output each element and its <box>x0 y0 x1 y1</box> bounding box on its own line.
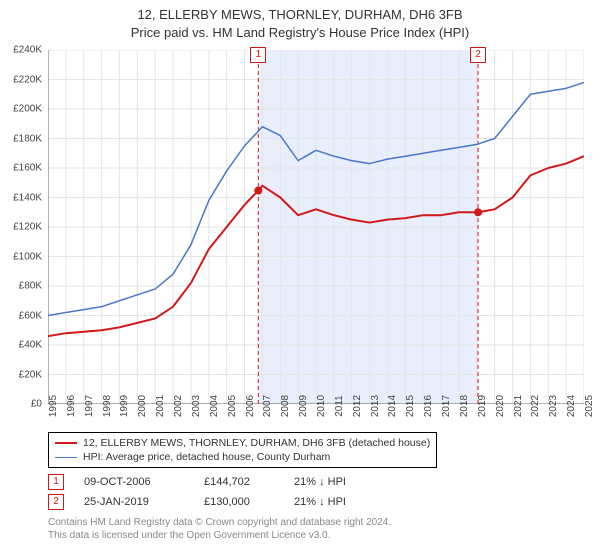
x-tick-label: 1997 <box>84 395 95 417</box>
chart-area: £0£20K£40K£60K£80K£100K£120K£140K£160K£1… <box>48 50 584 404</box>
y-tick-label: £140K <box>0 192 42 203</box>
legend-swatch-hpi <box>55 457 77 458</box>
x-tick-label: 2005 <box>227 395 238 417</box>
x-tick-label: 2013 <box>370 395 381 417</box>
x-tick-label: 2023 <box>548 395 559 417</box>
x-tick-label: 2017 <box>441 395 452 417</box>
x-tick-label: 2025 <box>584 395 595 417</box>
sales-delta: 21% ↓ HPI <box>294 476 394 488</box>
sales-price: £130,000 <box>204 496 274 508</box>
sales-row: 2 25-JAN-2019 £130,000 21% ↓ HPI <box>48 492 394 512</box>
x-tick-label: 2007 <box>262 395 273 417</box>
y-tick-label: £60K <box>0 310 42 321</box>
x-tick-label: 1999 <box>119 395 130 417</box>
y-tick-label: £220K <box>0 74 42 85</box>
y-tick-label: £20K <box>0 369 42 380</box>
chart-svg <box>48 50 584 404</box>
title-line-2: Price paid vs. HM Land Registry's House … <box>0 24 600 42</box>
x-tick-label: 2000 <box>137 395 148 417</box>
y-tick-label: £40K <box>0 340 42 351</box>
y-tick-label: £0 <box>0 399 42 410</box>
x-tick-label: 2020 <box>495 395 506 417</box>
x-tick-label: 1995 <box>48 395 59 417</box>
sale-marker-box: 1 <box>48 474 64 490</box>
title-block: 12, ELLERBY MEWS, THORNLEY, DURHAM, DH6 … <box>0 0 600 41</box>
x-tick-label: 2006 <box>245 395 256 417</box>
y-tick-label: £180K <box>0 133 42 144</box>
legend-swatch-price-paid <box>55 442 77 444</box>
x-tick-label: 2018 <box>459 395 470 417</box>
x-tick-label: 2019 <box>477 395 488 417</box>
legend-label-price-paid: 12, ELLERBY MEWS, THORNLEY, DURHAM, DH6 … <box>83 436 430 450</box>
sales-price: £144,702 <box>204 476 274 488</box>
x-tick-label: 2008 <box>280 395 291 417</box>
x-tick-label: 2024 <box>566 395 577 417</box>
sales-table: 1 09-OCT-2006 £144,702 21% ↓ HPI 2 25-JAN-201… <box>48 472 394 512</box>
sales-row: 1 09-OCT-2006 £144,702 21% ↓ HPI <box>48 472 394 492</box>
x-tick-label: 2003 <box>191 395 202 417</box>
sales-date: 09-OCT-2006 <box>84 476 184 488</box>
x-tick-label: 1996 <box>66 395 77 417</box>
x-tick-label: 2015 <box>405 395 416 417</box>
footer-line-1: Contains HM Land Registry data © Crown c… <box>48 516 391 529</box>
y-tick-label: £120K <box>0 222 42 233</box>
footer: Contains HM Land Registry data © Crown c… <box>48 516 391 542</box>
x-tick-label: 2010 <box>316 395 327 417</box>
sale-marker-label: 2 <box>470 44 486 63</box>
x-tick-label: 2022 <box>530 395 541 417</box>
legend: 12, ELLERBY MEWS, THORNLEY, DURHAM, DH6 … <box>48 432 437 468</box>
x-tick-label: 2004 <box>209 395 220 417</box>
sales-delta: 21% ↓ HPI <box>294 496 394 508</box>
y-tick-label: £100K <box>0 251 42 262</box>
y-tick-label: £80K <box>0 281 42 292</box>
x-tick-label: 2001 <box>155 395 166 417</box>
sale-marker-label: 1 <box>250 44 266 63</box>
y-tick-label: £160K <box>0 163 42 174</box>
y-tick-label: £240K <box>0 45 42 56</box>
y-tick-label: £200K <box>0 104 42 115</box>
legend-row-hpi: HPI: Average price, detached house, Coun… <box>55 450 430 464</box>
x-tick-label: 1998 <box>102 395 113 417</box>
x-tick-label: 2016 <box>423 395 434 417</box>
x-tick-label: 2011 <box>334 395 345 417</box>
x-tick-label: 2002 <box>173 395 184 417</box>
x-tick-label: 2021 <box>513 395 524 417</box>
legend-row-price-paid: 12, ELLERBY MEWS, THORNLEY, DURHAM, DH6 … <box>55 436 430 450</box>
legend-label-hpi: HPI: Average price, detached house, Coun… <box>83 450 330 464</box>
chart-container: 12, ELLERBY MEWS, THORNLEY, DURHAM, DH6 … <box>0 0 600 560</box>
x-tick-label: 2012 <box>352 395 363 417</box>
footer-line-2: This data is licensed under the Open Gov… <box>48 529 391 542</box>
x-tick-label: 2009 <box>298 395 309 417</box>
sale-marker-box: 2 <box>48 494 64 510</box>
title-line-1: 12, ELLERBY MEWS, THORNLEY, DURHAM, DH6 … <box>0 6 600 24</box>
sales-date: 25-JAN-2019 <box>84 496 184 508</box>
x-tick-label: 2014 <box>387 395 398 417</box>
